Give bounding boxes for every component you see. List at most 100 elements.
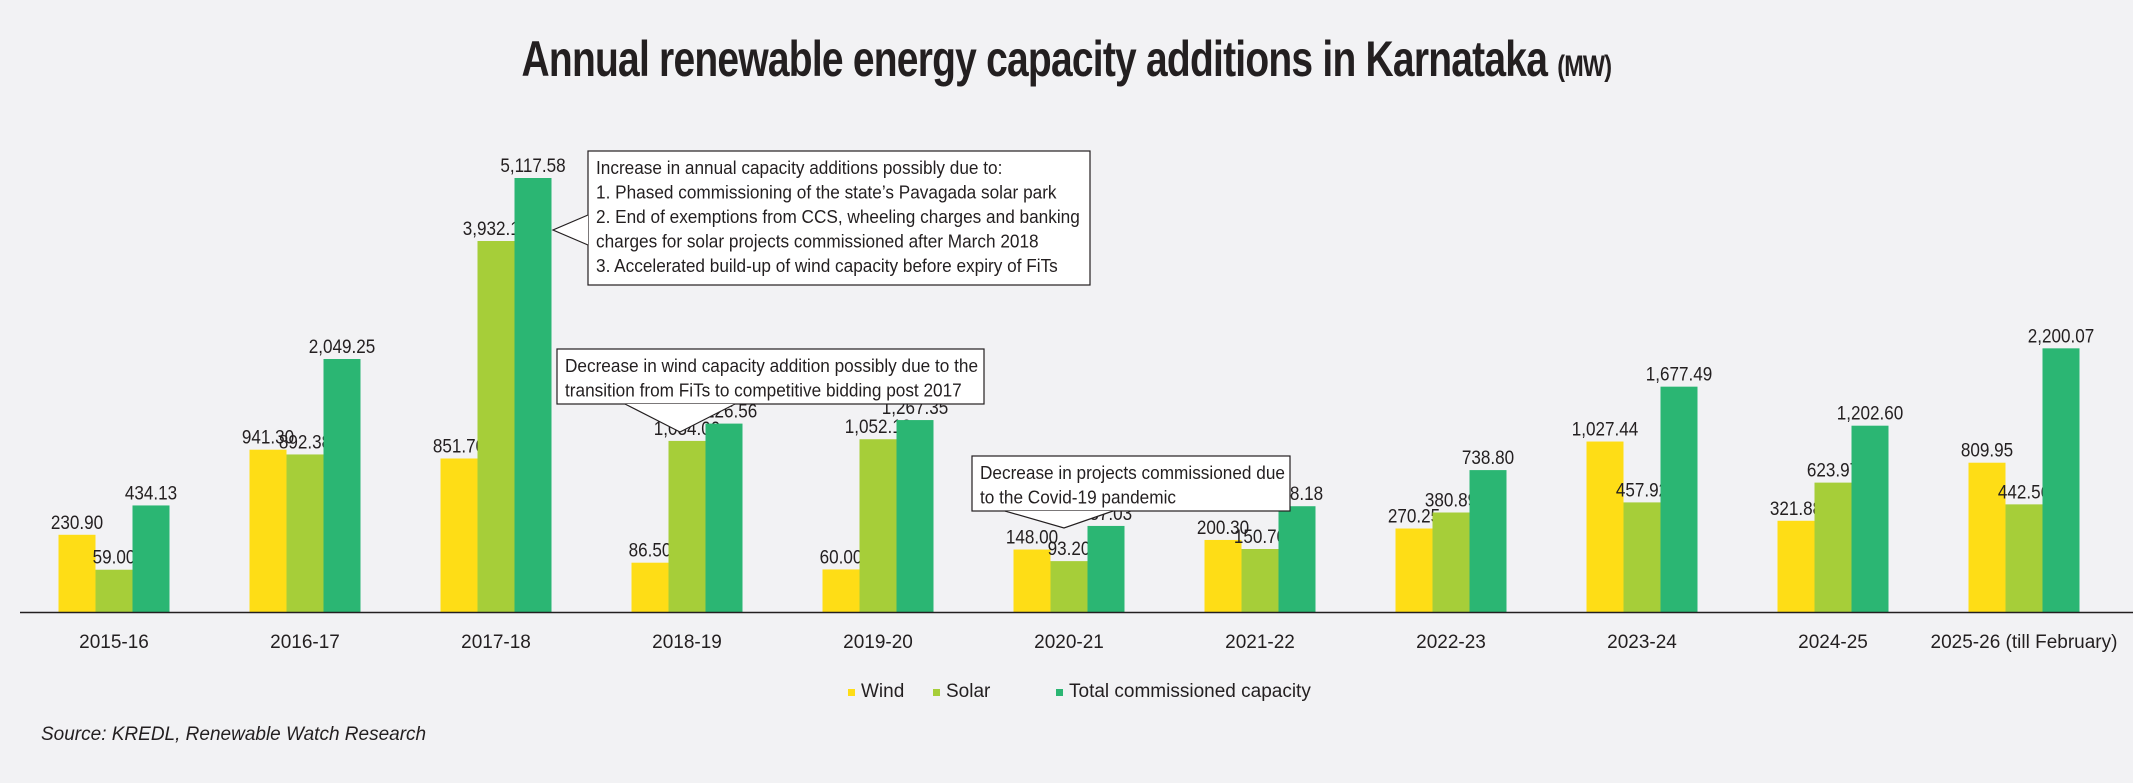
bar-wind <box>440 458 478 612</box>
data-label: 2,200.07 <box>2028 326 2095 347</box>
chart-title: Annual renewable energy capacity additio… <box>235 30 1899 88</box>
x-tick-label: 2018-19 <box>652 632 722 653</box>
data-label: 738.80 <box>1462 447 1514 468</box>
bar-total-commissioned-capacity <box>323 359 361 612</box>
legend-label: Total commissioned capacity <box>1069 681 1311 702</box>
bar-wind <box>631 562 669 612</box>
data-label: 150.70 <box>1234 526 1286 547</box>
x-tick-label: 2025-26 (till February) <box>1931 632 2118 653</box>
bar-wind <box>1777 520 1815 612</box>
x-tick-label: 2019-20 <box>843 632 913 653</box>
bar-total-commissioned-capacity <box>1087 525 1125 612</box>
annotation-pointer-fill <box>1005 511 1113 528</box>
data-label: 270.25 <box>1388 506 1440 527</box>
data-label: 457.92 <box>1616 480 1668 501</box>
data-label: 230.90 <box>51 512 103 533</box>
annotation-text: Decrease in wind capacity addition possi… <box>565 355 978 376</box>
bar-total-commissioned-capacity <box>1469 470 1507 612</box>
bar-solar <box>477 240 515 612</box>
chart-title-unit: (MW) <box>1557 50 1612 83</box>
bar-wind <box>1204 539 1242 612</box>
legend-swatch <box>1056 689 1063 696</box>
bar-solar <box>668 440 706 612</box>
x-tick-label: 2017-18 <box>461 632 531 653</box>
bar-total-commissioned-capacity <box>1278 506 1316 612</box>
x-tick-label: 2016-17 <box>270 632 340 653</box>
bar-total-commissioned-capacity <box>705 423 743 612</box>
bar-solar <box>1432 512 1470 612</box>
data-label: 1,677.49 <box>1646 364 1713 385</box>
data-label: 941.30 <box>242 427 294 448</box>
data-label: 1,027.44 <box>1572 419 1639 440</box>
annotation-pointer <box>551 214 589 246</box>
annotation-pointer-fill <box>553 215 588 245</box>
data-label: 59.00 <box>93 547 136 568</box>
x-tick-label: 2023-24 <box>1607 632 1677 653</box>
bar-solar <box>1241 549 1279 612</box>
data-label: 892.38 <box>279 432 331 453</box>
bar-wind <box>1968 462 2006 612</box>
bar-wind <box>58 534 96 612</box>
source-note: Source: KREDL, Renewable Watch Research <box>41 724 427 745</box>
legend-label: Wind <box>861 681 904 702</box>
data-label: 434.13 <box>125 483 177 504</box>
data-label: 380.89 <box>1425 490 1477 511</box>
legend-label: Solar <box>946 681 991 702</box>
annotation-box <box>587 150 1091 286</box>
bar-total-commissioned-capacity <box>514 178 552 612</box>
legend-swatch <box>848 689 855 696</box>
bar-wind <box>1586 441 1624 612</box>
annotation-text: 2. End of exemptions from CCS, wheeling … <box>596 206 1080 227</box>
annotation-text: Increase in annual capacity additions po… <box>596 157 1002 178</box>
x-tick-label: 2024-25 <box>1798 632 1868 653</box>
data-label: 321.88 <box>1770 498 1822 519</box>
bar-total-commissioned-capacity <box>1851 425 1889 612</box>
annotation-text: 1. Phased commissioning of the state’s P… <box>596 182 1057 203</box>
bar-solar <box>1050 561 1088 612</box>
annotation-pointer-fill <box>625 404 735 432</box>
bar-solar <box>2005 504 2043 612</box>
bar-wind <box>249 449 287 612</box>
bar-solar <box>286 454 324 612</box>
data-label: 93.20 <box>1048 538 1091 559</box>
bar-wind <box>1013 549 1051 612</box>
data-label: 442.56 <box>1998 482 2050 503</box>
annotation-box <box>971 455 1291 512</box>
data-label: 86.50 <box>629 540 672 561</box>
annotation-text: transition from FiTs to competitive bidd… <box>565 380 962 401</box>
annotation-text: 3. Accelerated build-up of wind capacity… <box>596 255 1058 276</box>
data-label: 623.97 <box>1807 460 1859 481</box>
data-label: 200.30 <box>1197 517 1249 538</box>
annotation-text: Decrease in projects commissioned due <box>980 462 1285 483</box>
chart-title-text: Annual renewable energy capacity additio… <box>521 31 1548 87</box>
x-tick-label: 2021-22 <box>1225 632 1295 653</box>
data-label: 851.70 <box>433 436 485 457</box>
bar-solar <box>95 569 133 612</box>
data-label: 60.00 <box>820 547 863 568</box>
annotation-text: to the Covid-19 pandemic <box>980 487 1176 508</box>
bar-total-commissioned-capacity <box>1660 386 1698 612</box>
legend-swatch <box>933 689 940 696</box>
bar-wind <box>1395 528 1433 612</box>
bar-solar <box>859 439 897 612</box>
annotation-text: charges for solar projects commissioned … <box>596 231 1039 252</box>
data-label: 1,202.60 <box>1837 403 1904 424</box>
data-label: 2,049.25 <box>309 336 376 357</box>
bar-solar <box>1623 502 1661 612</box>
bar-total-commissioned-capacity <box>132 505 170 612</box>
data-label: 3,932.18 <box>463 218 530 239</box>
annotation-pointer <box>624 403 736 433</box>
bar-total-commissioned-capacity <box>896 420 934 612</box>
annotation-box <box>556 348 985 405</box>
bar-solar <box>1814 482 1852 612</box>
x-tick-label: 2022-23 <box>1416 632 1486 653</box>
bar-wind <box>822 569 860 612</box>
x-tick-label: 2015-16 <box>79 632 149 653</box>
x-tick-label: 2020-21 <box>1034 632 1104 653</box>
data-label: 5,117.58 <box>500 155 565 176</box>
data-label: 148.00 <box>1006 527 1058 548</box>
data-label: 1,052.10 <box>845 416 912 437</box>
data-label: 809.95 <box>1961 440 2013 461</box>
bar-total-commissioned-capacity <box>2042 348 2080 612</box>
